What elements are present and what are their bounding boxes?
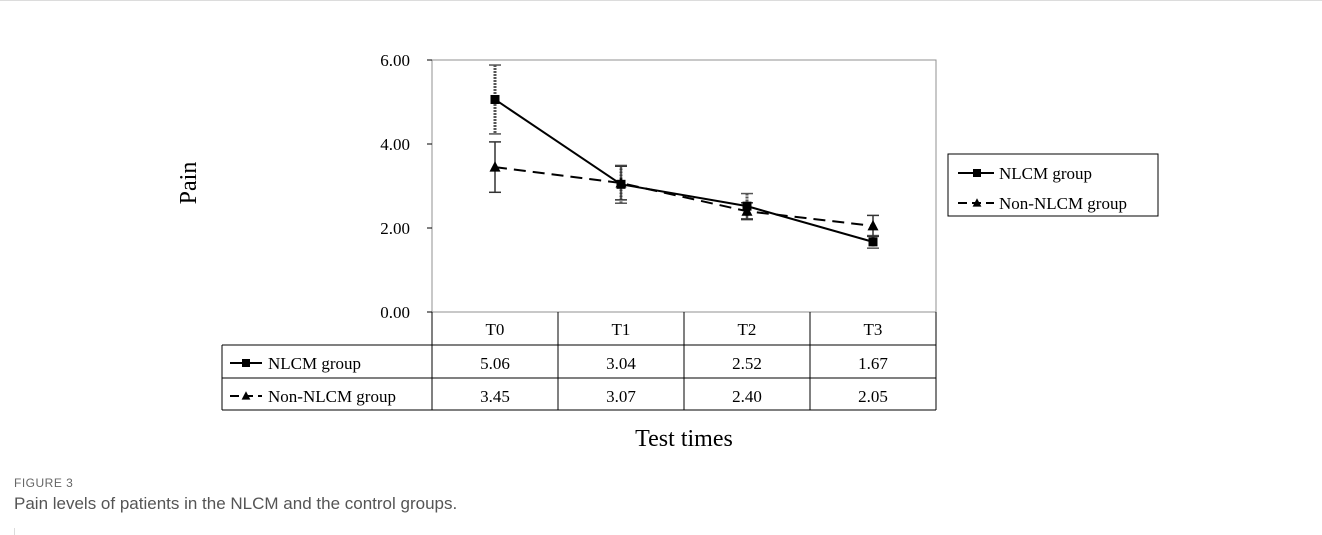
nlcm-marker bbox=[490, 94, 500, 104]
row-label: Non-NLCM group bbox=[268, 387, 396, 406]
figure-caption: Pain levels of patients in the NLCM and … bbox=[14, 494, 458, 513]
series-lines bbox=[494, 98, 874, 243]
y-tick-label: 4.00 bbox=[380, 135, 410, 154]
table-cell: 2.05 bbox=[858, 387, 888, 406]
table-cell: 3.45 bbox=[480, 387, 510, 406]
series-line-non-nlcm bbox=[494, 166, 874, 227]
table-cell: 1.67 bbox=[858, 354, 888, 373]
legend-label: NLCM group bbox=[999, 164, 1092, 183]
non-nlcm-marker bbox=[741, 205, 753, 216]
table-header-t3: T3 bbox=[864, 320, 883, 339]
table-header-t2: T2 bbox=[738, 320, 757, 339]
legend-square-icon bbox=[973, 169, 981, 177]
figure-frame-top bbox=[0, 0, 1322, 14]
table-headers: T0 T1 T2 T3 bbox=[486, 320, 883, 339]
non-nlcm-marker bbox=[615, 177, 627, 188]
table-cell: 5.06 bbox=[480, 354, 510, 373]
row-key-triangle-icon bbox=[241, 391, 251, 400]
non-nlcm-marker bbox=[489, 161, 501, 172]
figure-label: FIGURE 3 bbox=[14, 476, 74, 490]
table-cell: 3.07 bbox=[606, 387, 636, 406]
y-axis: 0.00 2.00 4.00 6.00 bbox=[380, 51, 432, 322]
table-rows: NLCM group 5.06 3.04 2.52 1.67 Non-NLCM group… bbox=[230, 354, 888, 406]
data-table bbox=[221, 312, 937, 411]
line-chart: 0.00 2.00 4.00 6.00 Pain T0 T1 T2 T3 NLCM grou… bbox=[176, 51, 1159, 452]
figure-frame-bottom bbox=[0, 528, 15, 535]
non-nlcm-marker bbox=[867, 219, 879, 231]
legend-triangle-icon bbox=[972, 198, 982, 207]
table-cell: 2.40 bbox=[732, 387, 762, 406]
nlcm-marker bbox=[868, 237, 878, 247]
row-key-square-icon bbox=[242, 359, 250, 367]
legend-label: Non-NLCM group bbox=[999, 194, 1127, 213]
row-label: NLCM group bbox=[268, 354, 361, 373]
table-cell: 2.52 bbox=[732, 354, 762, 373]
table-header-t1: T1 bbox=[612, 320, 631, 339]
y-axis-label: Pain bbox=[176, 162, 202, 205]
table-cell: 3.04 bbox=[606, 354, 636, 373]
y-tick-label: 2.00 bbox=[380, 219, 410, 238]
legend: NLCM group Non-NLCM group bbox=[947, 153, 1159, 217]
x-axis-label: Test times bbox=[635, 426, 733, 452]
plot-area bbox=[431, 59, 937, 313]
series-line-nlcm bbox=[494, 98, 874, 243]
y-tick-label: 6.00 bbox=[380, 51, 410, 70]
y-tick-label: 0.00 bbox=[380, 303, 410, 322]
data-markers bbox=[489, 94, 879, 247]
table-header-t0: T0 bbox=[486, 320, 505, 339]
